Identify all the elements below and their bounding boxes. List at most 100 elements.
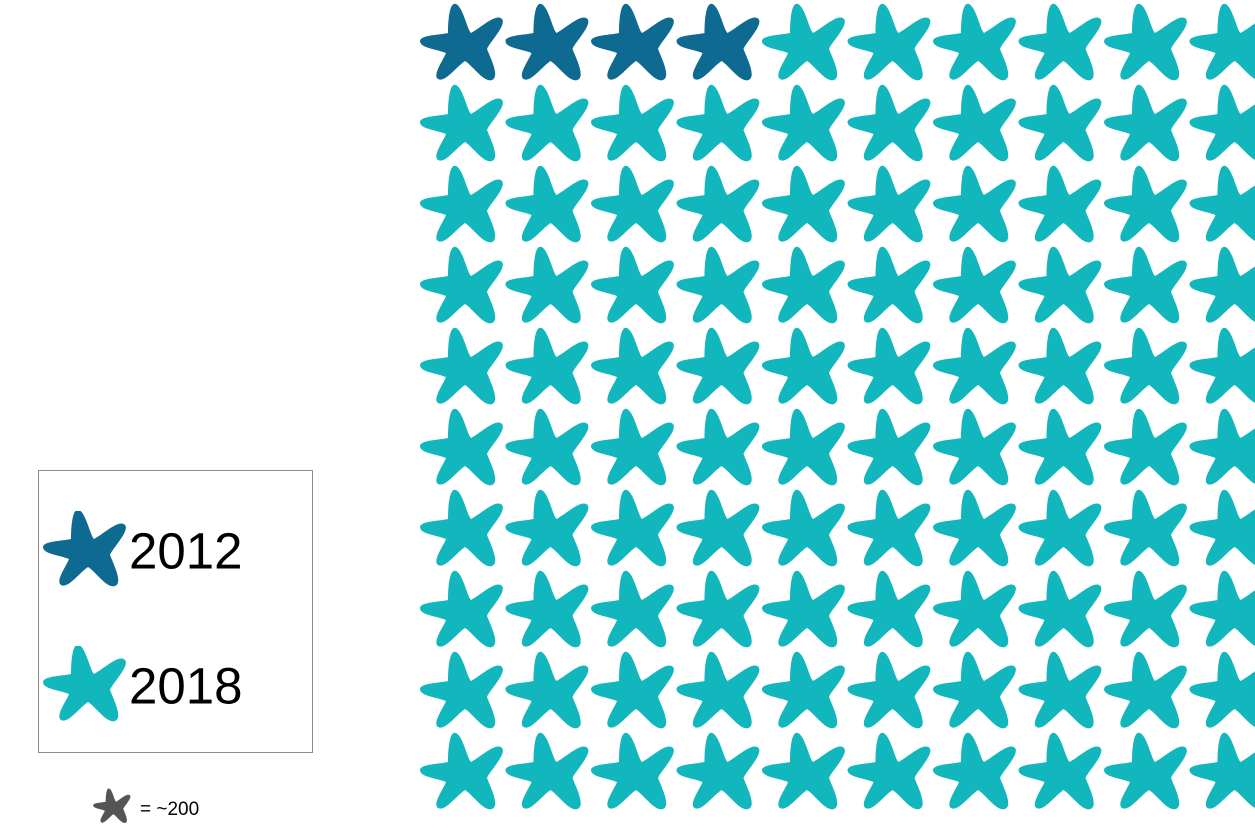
- starfish-icon-2018-30: [420, 246, 503, 324]
- starfish-icon-2012-2: [591, 3, 674, 81]
- starfish-icon-2018-22: [591, 165, 674, 243]
- starfish-icon-2018-18: [1104, 84, 1187, 162]
- starfish-icon-2018-50: [420, 408, 503, 486]
- starfish-icon-2018-86: [933, 651, 1016, 729]
- starfish-icon-2018-98: [1104, 732, 1187, 810]
- starfish-icon-2018-21: [505, 165, 589, 243]
- starfish-icon-2018-26: [933, 165, 1016, 243]
- starfish-icon-2018-82: [591, 651, 674, 729]
- starfish-icon-2018-64: [762, 489, 845, 567]
- starfish-icon-2018-7: [1018, 3, 1102, 81]
- starfish-icon-2018-76: [933, 570, 1016, 648]
- starfish-icon-2018-78: [1104, 570, 1187, 648]
- starfish-icon-2018-56: [933, 408, 1016, 486]
- starfish-icon-2018-85: [847, 651, 931, 729]
- starfish-icon-2018-40: [420, 327, 503, 405]
- starfish-icon-2018-24: [762, 165, 845, 243]
- starfish-icon-2018-5: [847, 3, 931, 81]
- starfish-icon-2018-12: [591, 84, 674, 162]
- starfish-icon: [93, 788, 131, 824]
- starfish-icon-2018-97: [1018, 732, 1102, 810]
- starfish-icon-2018-23: [676, 165, 760, 243]
- starfish-icon-2018-77: [1018, 570, 1102, 648]
- starfish-icon-2018-13: [676, 84, 760, 162]
- starfish-icon-2018-44: [762, 327, 845, 405]
- starfish-icon-2018-10: [420, 84, 503, 162]
- starfish-icon-2018-31: [505, 246, 589, 324]
- starfish-icon-2018-27: [1018, 165, 1102, 243]
- starfish-icon-2018-42: [591, 327, 674, 405]
- starfish-icon-2018-99: [1189, 732, 1255, 810]
- starfish-icon-2018-81: [505, 651, 589, 729]
- starfish-icon-2018-4: [762, 3, 845, 81]
- starfish-icon-2018-43: [676, 327, 760, 405]
- starfish-icon-2018-11: [505, 84, 589, 162]
- starfish-icon-2018-28: [1104, 165, 1187, 243]
- starfish-icon-2018-61: [505, 489, 589, 567]
- starfish-icon-2018-14: [762, 84, 845, 162]
- legend: 2012 2018: [38, 470, 313, 753]
- starfish-icon-2018-20: [420, 165, 503, 243]
- starfish-icon-2018-60: [420, 489, 503, 567]
- starfish-icon-2018-75: [847, 570, 931, 648]
- starfish-icon-2018-16: [933, 84, 1016, 162]
- legend-swatch-2018: [43, 646, 126, 722]
- legend-swatch-2012: [43, 511, 126, 587]
- legend-entry-2018: 2018: [39, 646, 312, 726]
- starfish-icon-2018-94: [762, 732, 845, 810]
- starfish-icon-2018-96: [933, 732, 1016, 810]
- starfish-icon-2018-73: [676, 570, 760, 648]
- starfish-icon-2018-57: [1018, 408, 1102, 486]
- starfish-icon-2018-90: [420, 732, 503, 810]
- starfish-icon-2018-74: [762, 570, 845, 648]
- legend-label-2012: 2012: [129, 522, 243, 580]
- starfish-icon-2018-34: [762, 246, 845, 324]
- legend-label-2018: 2018: [129, 657, 243, 715]
- starfish-icon-2018-15: [847, 84, 931, 162]
- starfish-icon-2018-68: [1104, 489, 1187, 567]
- starfish-icon: [43, 511, 126, 587]
- starfish-icon-2018-69: [1189, 489, 1255, 567]
- starfish-icon-2012-3: [676, 3, 760, 81]
- starfish-icon-2018-89: [1189, 651, 1255, 729]
- starfish-icon-2018-79: [1189, 570, 1255, 648]
- starfish-icon-2018-33: [676, 246, 760, 324]
- starfish-icon-2018-6: [933, 3, 1016, 81]
- starfish-icon-2018-51: [505, 408, 589, 486]
- starfish-icon-2018-67: [1018, 489, 1102, 567]
- starfish-icon-2018-41: [505, 327, 589, 405]
- starfish-icon-2018-48: [1104, 327, 1187, 405]
- starfish-icon-2018-88: [1104, 651, 1187, 729]
- starfish-icon-2018-62: [591, 489, 674, 567]
- starfish-icon-2018-38: [1104, 246, 1187, 324]
- starfish-icon-2018-55: [847, 408, 931, 486]
- starfish-icon-2018-87: [1018, 651, 1102, 729]
- starfish-icon-2018-25: [847, 165, 931, 243]
- starfish-icon-2018-70: [420, 570, 503, 648]
- starfish-icon-2018-54: [762, 408, 845, 486]
- unit-swatch: [93, 788, 131, 824]
- unit-scale-note: = ~200: [90, 787, 290, 827]
- starfish-icon-2018-53: [676, 408, 760, 486]
- starfish-icon-2018-65: [847, 489, 931, 567]
- starfish-icon-2018-84: [762, 651, 845, 729]
- legend-entry-2012: 2012: [39, 511, 312, 591]
- starfish-icon-2018-72: [591, 570, 674, 648]
- starfish-icon-2018-39: [1189, 246, 1255, 324]
- starfish-icon-2018-8: [1104, 3, 1187, 81]
- starfish-icon-2018-71: [505, 570, 589, 648]
- starfish-icon-2018-95: [847, 732, 931, 810]
- starfish-icon-2018-52: [591, 408, 674, 486]
- starfish-icon-2012-0: [420, 3, 503, 81]
- starfish-icon-2018-58: [1104, 408, 1187, 486]
- starfish-icon-2018-46: [933, 327, 1016, 405]
- starfish-icon-2018-83: [676, 651, 760, 729]
- starfish-icon-2018-32: [591, 246, 674, 324]
- starfish-icon-2018-49: [1189, 327, 1255, 405]
- starfish-icon-2018-45: [847, 327, 931, 405]
- starfish-icon-2018-93: [676, 732, 760, 810]
- starfish-icon-2018-63: [676, 489, 760, 567]
- starfish-icon-2018-35: [847, 246, 931, 324]
- starfish-icon-2018-59: [1189, 408, 1255, 486]
- starfish-icon-2018-80: [420, 651, 503, 729]
